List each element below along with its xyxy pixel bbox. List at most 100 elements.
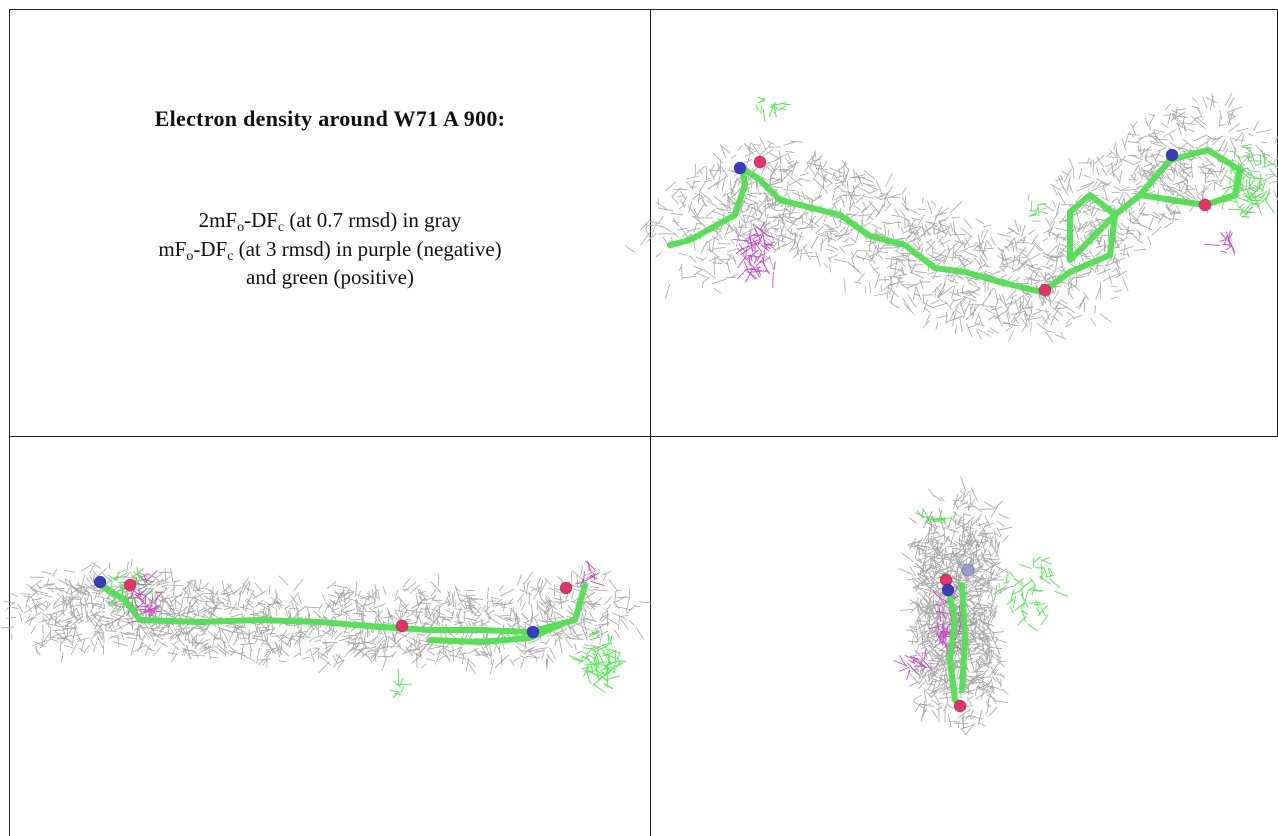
mesh-2fo-fc [216, 591, 220, 602]
positive-density [1019, 579, 1033, 591]
mesh-2fo-fc [80, 589, 91, 593]
mesh-2fo-fc [1227, 106, 1243, 113]
atom [526, 625, 540, 639]
positive-density [1045, 574, 1054, 578]
mesh-2fo-fc [915, 645, 920, 655]
mesh-2fo-fc [524, 647, 535, 654]
mesh-2fo-fc [1084, 174, 1091, 179]
negative-density [138, 583, 152, 586]
mesh-2fo-fc [1137, 145, 1140, 152]
mesh-2fo-fc [85, 616, 93, 623]
mesh-2fo-fc [937, 662, 941, 669]
mesh-2fo-fc [455, 599, 457, 608]
mesh-2fo-fc [889, 280, 905, 286]
mesh-2fo-fc [152, 571, 164, 581]
mesh-2fo-fc [47, 578, 50, 585]
mesh-2fo-fc [915, 634, 923, 645]
atom [559, 581, 573, 595]
mesh-2fo-fc [553, 611, 556, 621]
mesh-2fo-fc [487, 616, 502, 626]
mesh-2fo-fc [752, 216, 763, 223]
mesh-2fo-fc [1112, 259, 1122, 270]
mesh-2fo-fc [169, 629, 180, 639]
mesh-2fo-fc [438, 615, 452, 623]
positive-density [612, 661, 621, 674]
mesh-2fo-fc [908, 219, 916, 230]
mesh-2fo-fc [704, 177, 712, 181]
mesh-2fo-fc [308, 637, 315, 642]
mesh-2fo-fc [1023, 313, 1028, 325]
mesh-2fo-fc [1178, 167, 1191, 177]
mesh-2fo-fc [174, 633, 185, 647]
mesh-2fo-fc [961, 239, 966, 249]
mesh-2fo-fc [989, 539, 994, 547]
mesh-2fo-fc [926, 607, 932, 620]
mesh-2fo-fc [941, 552, 945, 565]
mesh-2fo-fc [1012, 294, 1024, 305]
mesh-2fo-fc [958, 538, 961, 547]
mesh-2fo-fc [428, 646, 442, 650]
mesh-2fo-fc [69, 596, 72, 607]
mesh-2fo-fc [186, 626, 194, 635]
mesh-2fo-fc [975, 661, 983, 673]
mesh-2fo-fc [762, 164, 769, 171]
mesh-2fo-fc [486, 587, 489, 599]
mesh-2fo-fc [523, 571, 534, 585]
mesh-2fo-fc [442, 641, 445, 654]
mesh-2fo-fc [944, 524, 951, 529]
mesh-2fo-fc [984, 633, 992, 641]
mesh-2fo-fc [1060, 281, 1070, 285]
mesh-2fo-fc [835, 184, 844, 192]
positive-density [1265, 201, 1275, 214]
positive-density [1013, 578, 1024, 584]
mesh-2fo-fc [945, 550, 951, 562]
mesh-2fo-fc [68, 628, 73, 635]
mesh-2fo-fc [942, 533, 948, 540]
mesh-2fo-fc [915, 614, 926, 626]
mesh-2fo-fc [836, 229, 850, 241]
negative-density [938, 605, 942, 622]
mesh-2fo-fc [883, 221, 887, 235]
mesh-2fo-fc [938, 289, 945, 298]
mesh-2fo-fc [930, 200, 937, 207]
mesh-2fo-fc [1025, 306, 1034, 309]
mesh-2fo-fc [1197, 139, 1211, 149]
positive-density [773, 106, 779, 114]
mesh-2fo-fc [316, 651, 329, 659]
mesh-2fo-fc [275, 588, 278, 598]
mesh-2fo-fc [912, 580, 921, 590]
mesh-2fo-fc [469, 599, 471, 609]
mesh-2fo-fc [975, 517, 982, 523]
mesh-2fo-fc [30, 587, 40, 595]
mesh-2fo-fc [289, 592, 300, 604]
mesh-2fo-fc [1171, 109, 1183, 116]
mesh-2fo-fc [414, 642, 421, 651]
mesh-2fo-fc [253, 637, 259, 645]
mesh-2fo-fc [1119, 246, 1135, 251]
mesh-2fo-fc [251, 592, 258, 599]
mesh-2fo-fc [952, 554, 964, 565]
mesh-2fo-fc [769, 223, 779, 228]
mesh-2fo-fc [688, 200, 693, 214]
mesh-2fo-fc [1115, 235, 1125, 241]
mesh-2fo-fc [1075, 303, 1083, 309]
mesh-2fo-fc [733, 223, 742, 238]
mesh-2fo-fc [939, 696, 953, 699]
positive-density [1241, 210, 1256, 214]
negative-density [747, 270, 756, 280]
mesh-2fo-fc [313, 634, 323, 639]
mesh-2fo-fc [1147, 235, 1152, 246]
mesh-2fo-fc [1043, 255, 1059, 262]
mesh-2fo-fc [519, 655, 527, 659]
mesh-2fo-fc [1094, 154, 1105, 164]
positive-density [1244, 193, 1254, 201]
mesh-2fo-fc [949, 222, 954, 233]
mesh-2fo-fc [1, 626, 15, 629]
negative-density [906, 669, 911, 680]
mesh-2fo-fc [995, 638, 1008, 644]
mesh-2fo-fc [62, 601, 65, 616]
mesh-2fo-fc [921, 226, 932, 236]
mesh-2fo-fc [996, 520, 1005, 527]
mesh-2fo-fc [187, 594, 190, 603]
mesh-2fo-fc [204, 602, 212, 609]
